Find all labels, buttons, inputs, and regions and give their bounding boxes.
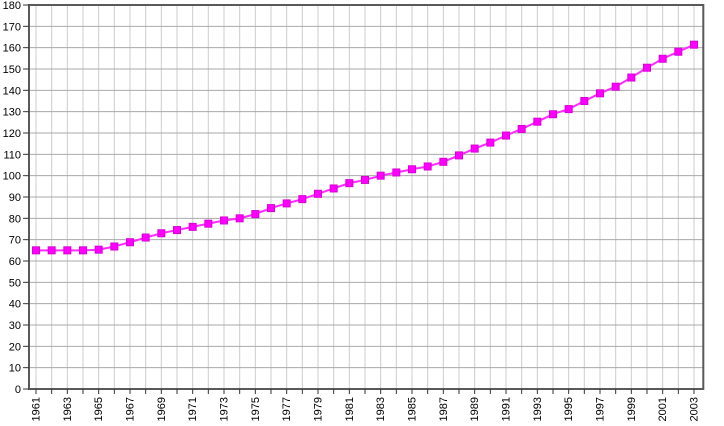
y-axis-tick-label: 90 [9,192,21,204]
x-axis-tick-label: 1975 [250,397,262,421]
data-point-marker [674,47,683,56]
y-axis-tick-label: 50 [9,277,21,289]
data-point-marker [204,219,213,228]
data-point-markers [32,40,698,255]
data-point-marker [94,245,103,254]
x-axis-tick-label: 1965 [93,397,105,421]
x-axis-tick-label: 1995 [563,397,575,421]
y-axis-tick-label: 70 [9,235,21,247]
x-axis-tick-label: 1973 [219,397,231,421]
data-point-marker [188,222,197,231]
data-point-marker [439,157,448,166]
data-point-marker [126,238,134,247]
y-axis-tick-label: 0 [15,384,21,396]
data-point-marker [423,162,432,171]
x-axis-tick-label: 1997 [595,397,607,421]
data-point-marker [267,204,275,213]
x-axis-tick-label: 1977 [281,397,293,421]
data-point-marker [110,242,119,251]
data-point-marker [690,40,698,49]
x-axis-tick-label: 1999 [626,397,638,421]
data-point-marker [157,229,166,238]
data-point-marker [173,226,181,235]
x-axis-tick-label: 1989 [469,397,481,421]
data-point-marker [314,189,322,198]
data-point-marker [596,89,604,98]
data-point-marker [376,171,385,180]
x-axis-ticks [35,389,695,394]
data-point-marker [580,97,589,105]
data-point-marker [282,199,291,208]
data-point-marker [329,184,338,193]
data-point-marker [470,144,479,153]
data-point-marker [549,110,557,119]
data-point-marker [63,246,72,255]
x-axis-tick-label: 1985 [407,397,419,421]
x-axis-tick-label: 1969 [156,397,168,421]
y-axis-tick-label: 10 [9,363,21,375]
y-axis-tick-labels: 0 10 20 30 40 50 60 70 80 90 100 110 120 130 140 150 160… [3,0,21,396]
y-axis-tick-label: 140 [3,85,21,97]
y-axis-tick-label: 120 [3,128,21,140]
y-axis-tick-label: 130 [3,107,21,119]
y-axis-tick-label: 160 [3,43,21,55]
y-axis-tick-label: 180 [3,0,21,12]
x-axis-tick-label: 1979 [313,397,325,421]
data-point-marker [611,82,620,91]
data-point-marker [235,214,244,223]
x-axis-tick-label: 1983 [375,397,387,421]
x-axis-tick-label: 2001 [657,397,669,421]
data-point-marker [455,151,463,160]
data-point-marker [408,165,416,174]
x-axis-tick-label: 1991 [501,397,513,421]
y-axis-tick-label: 170 [3,21,21,33]
x-axis-tick-label: 1961 [31,397,43,421]
data-point-marker [220,216,228,225]
x-axis-tick-label: 2003 [689,397,701,421]
data-point-marker [658,54,667,63]
data-point-marker [298,195,307,204]
x-axis-tick-label: 1967 [125,397,137,421]
data-point-marker [345,179,354,188]
y-axis-tick-label: 30 [9,320,21,332]
data-point-marker [502,131,510,140]
data-point-marker [564,105,573,114]
y-axis-tick-label: 150 [3,64,21,76]
data-point-marker [517,124,526,133]
y-gridlines [29,25,704,369]
y-axis-tick-label: 100 [3,171,21,183]
y-axis-tick-label: 40 [9,299,21,311]
x-axis-tick-label: 1963 [62,397,74,421]
y-axis-tick-label: 110 [3,149,21,161]
y-axis-tick-label: 80 [9,213,21,225]
y-axis-tick-label: 20 [9,341,21,353]
data-point-marker [32,246,40,255]
data-point-marker [533,117,542,126]
x-axis-tick-label: 1987 [438,397,450,421]
data-point-marker [79,246,87,255]
data-point-marker [643,63,651,72]
x-axis-tick-labels: 1961 1963 1965 1967 1969 1971 1973 1975 1977 1979… [31,397,701,421]
x-axis-tick-label: 1971 [187,397,199,421]
data-point-marker [47,246,56,255]
data-point-marker [627,73,636,82]
y-axis-tick-label: 60 [9,256,21,268]
data-point-marker [486,138,495,147]
y-axis-ticks [23,4,29,390]
data-point-marker [392,168,401,177]
data-point-marker [251,210,260,219]
data-point-marker [361,175,369,184]
x-axis-tick-label: 1993 [532,397,544,421]
x-axis-tick-label: 1981 [344,397,356,421]
data-point-marker [141,233,150,242]
